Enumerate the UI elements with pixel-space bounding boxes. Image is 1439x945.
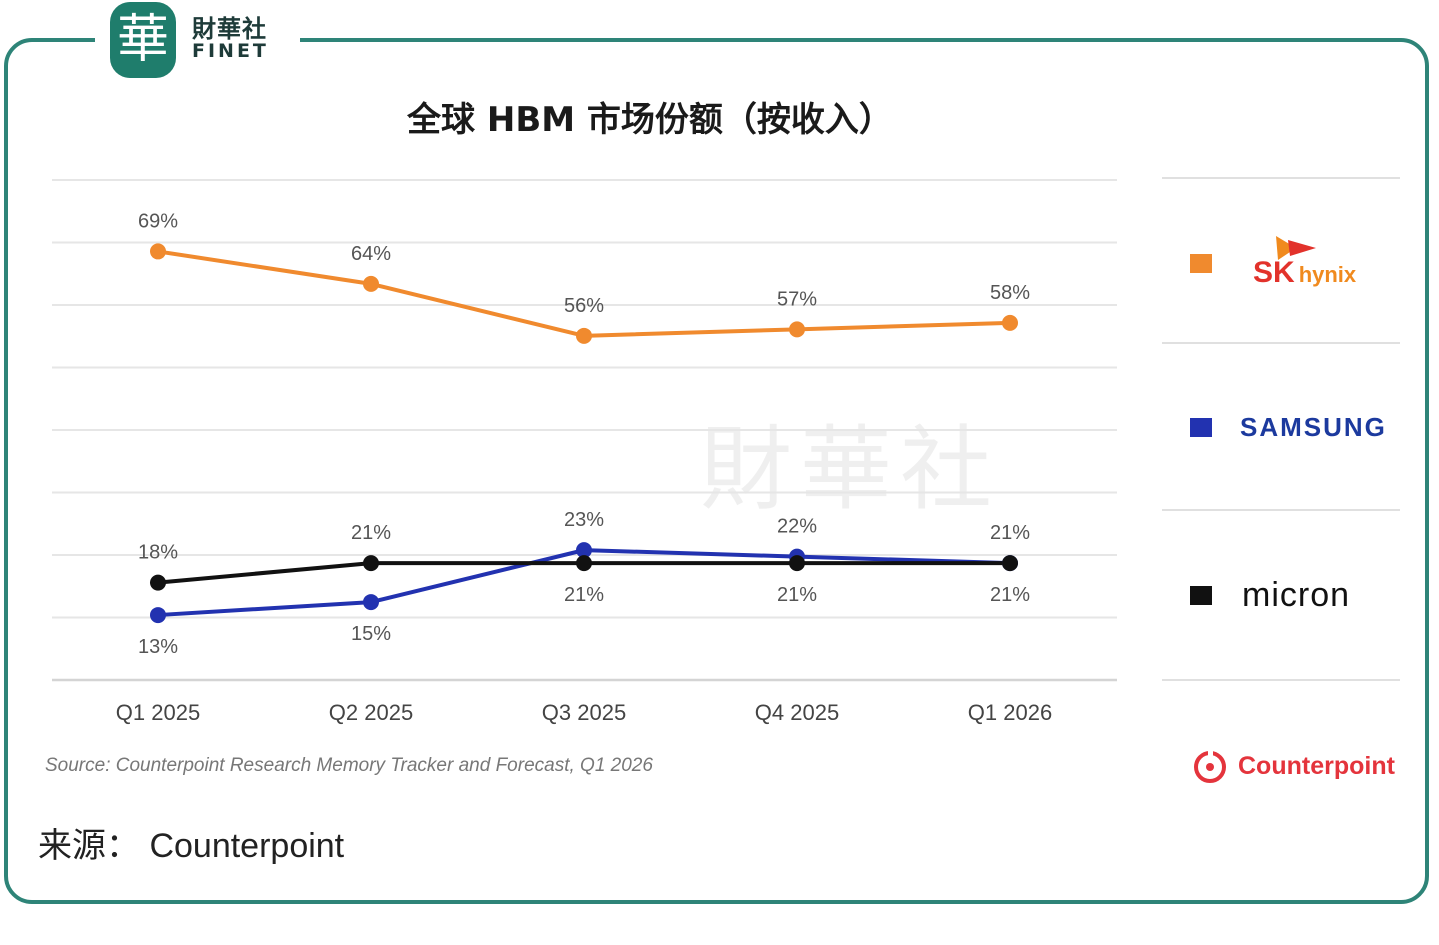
chart-frame bbox=[4, 38, 1429, 904]
x-tick-label: Q1 2025 bbox=[116, 700, 200, 725]
sk-butterfly-icon bbox=[1276, 236, 1316, 260]
logo-chinese-text: 財華社 bbox=[192, 15, 267, 43]
series-line bbox=[157, 249, 1011, 338]
data-label: 21% bbox=[564, 584, 604, 606]
legend-samsung-swatch bbox=[1190, 418, 1212, 437]
data-label: 64% bbox=[351, 243, 391, 265]
data-point bbox=[576, 327, 592, 344]
data-point bbox=[789, 555, 805, 572]
data-label: 22% bbox=[777, 516, 817, 538]
data-label: 15% bbox=[351, 623, 391, 645]
data-label: 57% bbox=[777, 288, 817, 310]
counterpoint-icon bbox=[1194, 748, 1226, 783]
data-point bbox=[150, 607, 166, 624]
samsung-logo: SAMSUNG bbox=[1240, 412, 1387, 442]
logo-english-text: FINET bbox=[192, 40, 269, 62]
data-label: 21% bbox=[990, 584, 1030, 606]
source-note: Source: Counterpoint Research Memory Tra… bbox=[45, 755, 653, 776]
data-label: 18% bbox=[138, 542, 178, 564]
data-label: 56% bbox=[564, 295, 604, 317]
series-points bbox=[150, 243, 1018, 624]
x-axis-ticks: Q1 2025 Q2 2025 Q3 2025 Q4 2025 Q1 2026 bbox=[116, 700, 1052, 725]
data-labels: 69% 64% 56% 57% 58% 13% 15% 23% 22% 21% 18% 21% 21% 2… bbox=[138, 210, 1030, 658]
data-point bbox=[1002, 555, 1018, 572]
sk-hynix-logo-sub: hynix bbox=[1298, 262, 1357, 287]
data-label: 21% bbox=[351, 522, 391, 544]
x-tick-label: Q2 2025 bbox=[329, 700, 413, 725]
data-point bbox=[576, 555, 592, 572]
legend-micron bbox=[1190, 586, 1212, 605]
counterpoint-logo-text: Counterpoint bbox=[1238, 751, 1395, 780]
chart-title: 全球 HBM 市场份额（按收入） bbox=[407, 100, 893, 140]
data-point bbox=[363, 555, 379, 572]
data-label: 21% bbox=[990, 522, 1030, 544]
watermark: 財華社 bbox=[700, 416, 1001, 523]
x-tick-label: Q3 2025 bbox=[542, 700, 626, 725]
data-label: 69% bbox=[138, 210, 178, 232]
data-point bbox=[1002, 314, 1018, 331]
legend-sk-hynix-swatch bbox=[1190, 254, 1212, 273]
legend-sk-hynix bbox=[1190, 254, 1212, 273]
legend-samsung bbox=[1190, 418, 1212, 437]
data-label: 13% bbox=[138, 636, 178, 658]
data-point bbox=[150, 243, 166, 260]
data-label: 58% bbox=[990, 282, 1030, 304]
x-tick-label: Q4 2025 bbox=[755, 700, 839, 725]
data-label: 23% bbox=[564, 509, 604, 531]
data-point bbox=[363, 594, 379, 611]
finet-logo-icon: 華 bbox=[110, 2, 176, 78]
legend-micron-swatch bbox=[1190, 586, 1212, 605]
data-point bbox=[576, 542, 592, 559]
sk-hynix-logo-main: SK bbox=[1253, 256, 1295, 289]
data-point bbox=[789, 321, 805, 338]
sk-hynix-logo: SK hynix bbox=[1253, 256, 1356, 290]
counterpoint-logo: Counterpoint bbox=[1192, 748, 1395, 784]
caption: 来源： Counterpoint bbox=[38, 827, 345, 865]
data-point bbox=[150, 574, 166, 591]
micron-logo: micron bbox=[1242, 576, 1351, 614]
data-point bbox=[363, 275, 379, 292]
data-label: 21% bbox=[777, 584, 817, 606]
x-tick-label: Q1 2026 bbox=[968, 700, 1052, 725]
grid-lines bbox=[52, 177, 1400, 682]
